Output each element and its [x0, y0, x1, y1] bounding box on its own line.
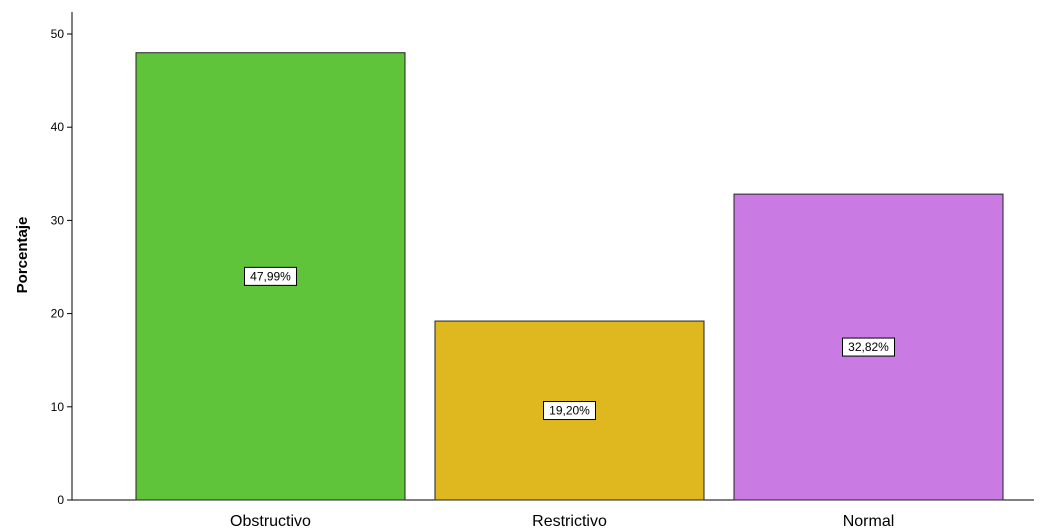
- y-tick-label: 20: [51, 307, 65, 321]
- data-labels: 47,99% 19,20% 32,82%: [244, 266, 895, 421]
- x-tick-label: Restrictivo: [532, 513, 607, 530]
- data-label: 47,99%: [250, 269, 291, 283]
- y-tick-label: 0: [57, 493, 64, 507]
- y-tick-label: 10: [51, 400, 65, 414]
- y-tick-label: 30: [51, 213, 65, 227]
- y-tick-label: 50: [51, 27, 65, 41]
- y-tick-label: 40: [51, 120, 65, 134]
- x-tick-label: Obstructivo: [230, 513, 311, 530]
- data-label: 19,20%: [549, 404, 590, 418]
- data-label-box: [244, 266, 297, 286]
- data-label-box: [842, 337, 895, 357]
- x-tick-label: Normal: [843, 513, 895, 530]
- y-axis-label: Porcentaje: [14, 217, 31, 294]
- data-label-box: [543, 401, 596, 421]
- data-label: 32,82%: [848, 340, 889, 354]
